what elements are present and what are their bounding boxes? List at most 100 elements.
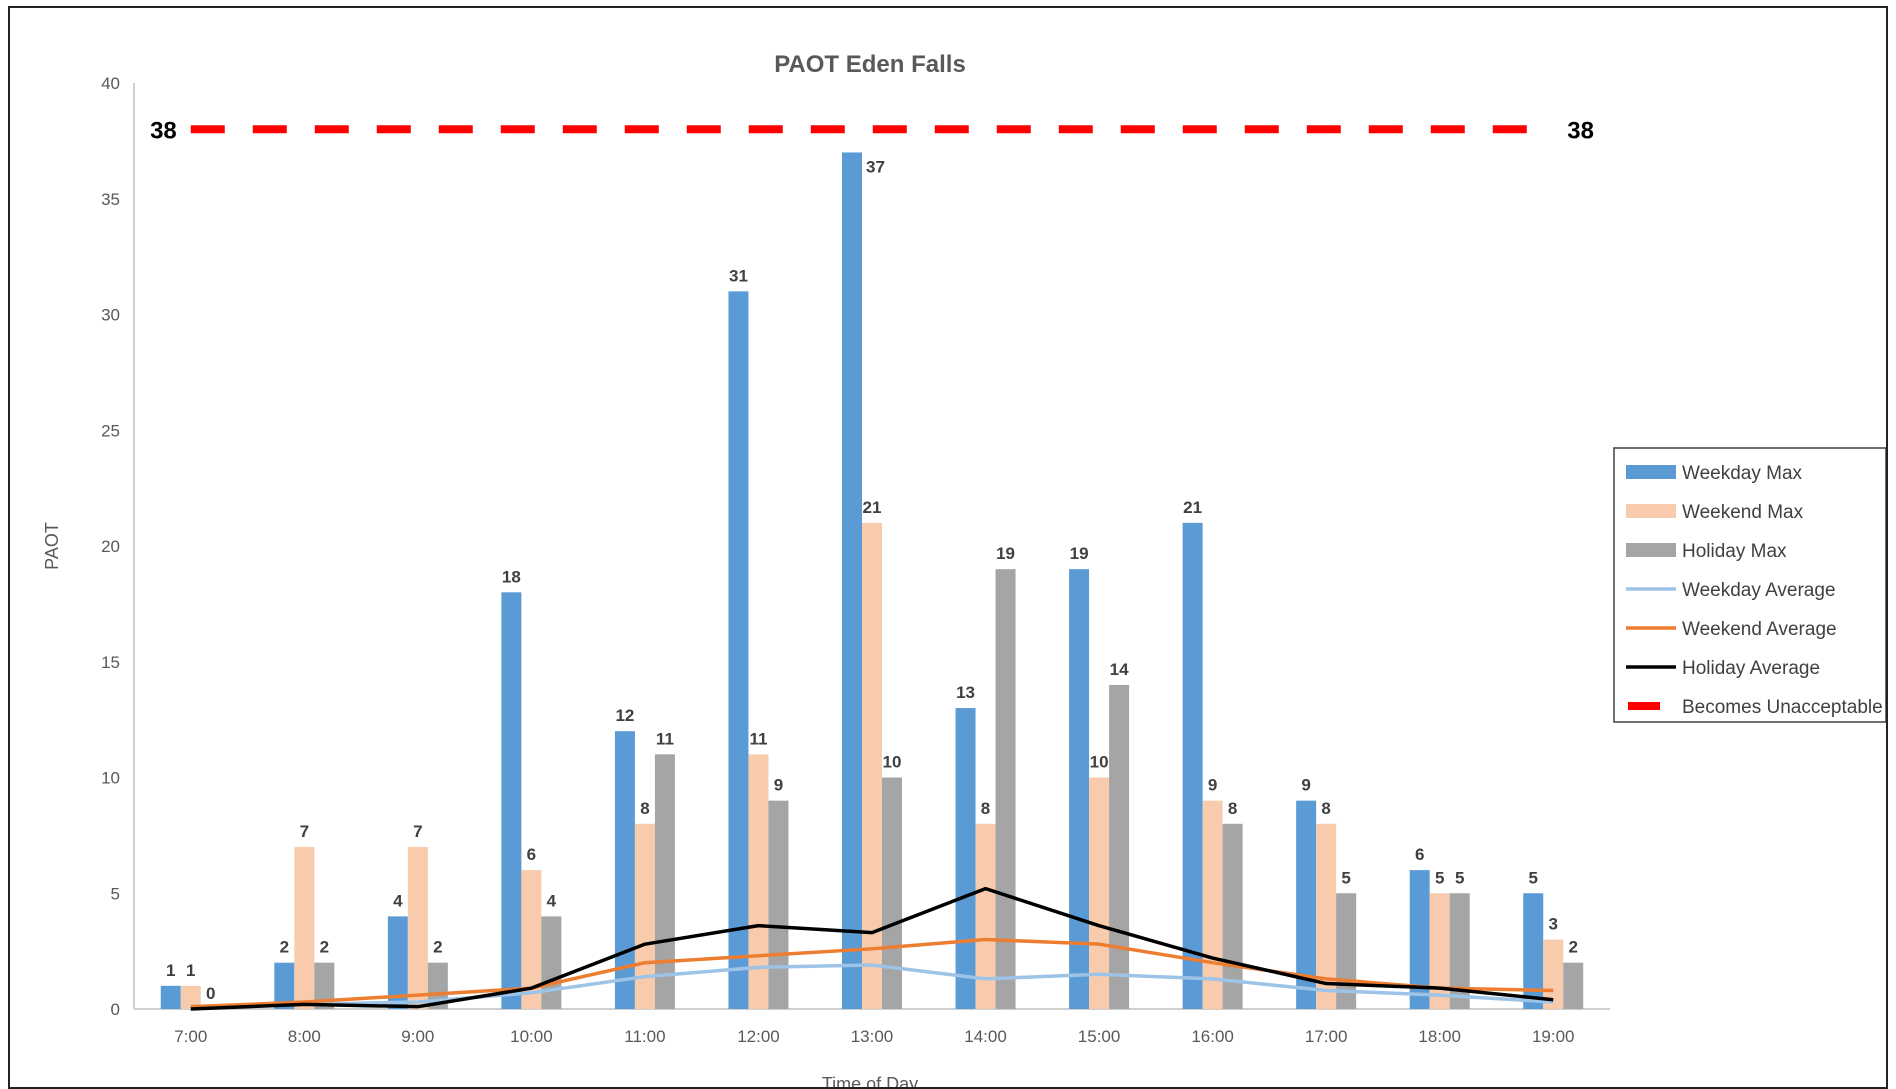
data-label: 19 [996,544,1015,563]
x-tick-label: 9:00 [401,1027,434,1046]
data-label: 11 [656,729,674,748]
data-label: 9 [774,776,783,795]
bar [501,592,522,1009]
legend-label: Weekend Average [1682,619,1837,640]
bar [1296,800,1317,1009]
data-label: 31 [729,266,748,285]
bar [975,823,996,1009]
bar [314,962,335,1009]
data-label: 2 [280,938,289,957]
bar [407,846,428,1009]
bar [842,152,862,1009]
legend-label: Holiday Average [1682,658,1820,679]
bar [427,962,448,1009]
legend: Weekday Max Weekend Max Holiday Max Weekday… [1613,447,1886,723]
series-line [190,963,1554,1009]
bar [1089,777,1110,1009]
y-tick-label: 30 [101,306,120,325]
data-label: 1 [186,961,195,980]
bar [1429,893,1450,1009]
bar [728,291,749,1010]
data-label: 13 [956,683,975,702]
data-label: 18 [502,567,521,586]
y-tick-label: 20 [101,537,120,556]
threshold-layer: 38 38 [150,117,1594,144]
data-label: 11 [749,729,767,748]
x-axis-title: Time of Day [822,1074,918,1087]
paot-chart: PAOT Eden Falls PAOT Time of Day 0510152… [42,51,1886,1087]
data-label: 2 [320,938,329,957]
data-label: 7 [300,822,309,841]
legend-swatch [1626,504,1676,518]
legend-swatch [1626,465,1676,479]
bar [274,962,295,1009]
bar [1316,823,1337,1009]
data-label: 12 [615,706,634,725]
data-label: 14 [1110,660,1129,679]
threshold-label-right: 38 [1567,117,1594,144]
bar [1563,962,1584,1009]
data-label: 9 [1208,776,1217,795]
data-label: 0 [206,984,215,1003]
data-label: 5 [1341,868,1350,887]
bar [160,985,181,1009]
bar [541,916,562,1009]
data-label: 19 [1070,544,1089,563]
x-tick-label: 15:00 [1078,1027,1121,1046]
bar [768,800,789,1009]
data-label: 2 [433,938,442,957]
data-label: 3 [1548,915,1557,934]
bar [882,777,902,1009]
data-label: 1 [166,961,175,980]
legend-label: Weekend Max [1682,502,1804,523]
data-label: 21 [1183,498,1202,517]
bar [654,754,675,1009]
data-label: 8 [1228,799,1237,818]
series-line [190,937,1554,1009]
data-label: 8 [981,799,990,818]
x-tick-label: 16:00 [1191,1027,1234,1046]
bar [294,846,315,1009]
bar [387,916,408,1009]
legend-swatch [1626,543,1676,557]
x-tick-label: 11:00 [624,1027,665,1046]
data-label: 8 [640,799,649,818]
bar [748,754,769,1009]
data-label: 37 [866,157,885,176]
data-label: 5 [1455,868,1464,887]
data-label: 4 [547,891,557,910]
x-tick-label: 19:00 [1532,1027,1575,1046]
y-tick-label: 35 [101,190,120,209]
bar [1449,893,1470,1009]
data-label: 5 [1528,868,1537,887]
threshold-label-left: 38 [150,117,177,144]
data-label: 5 [1435,868,1444,887]
data-label: 9 [1301,776,1310,795]
chart-frame: PAOT Eden Falls PAOT Time of Day 0 5 10 15 2… [8,6,1888,1089]
y-tick-label: 15 [101,653,120,672]
bar [180,985,201,1009]
data-label: 6 [1415,845,1424,864]
data-label: 21 [863,498,882,517]
y-axis-title: PAOT [42,522,62,570]
bar [1182,522,1203,1009]
chart-title: PAOT Eden Falls [774,51,966,78]
data-label: 8 [1321,799,1330,818]
x-tick-label: 8:00 [288,1027,321,1046]
x-tick-label: 10:00 [510,1027,553,1046]
data-label: 7 [413,822,422,841]
data-label: 10 [883,753,902,772]
data-label: 6 [527,845,536,864]
bar [1523,893,1544,1009]
y-tick-label: 0 [111,1000,120,1019]
y-tick-label: 10 [101,769,120,788]
legend-box [1613,447,1886,723]
legend-label: Weekday Max [1682,463,1803,484]
data-label: 4 [393,891,403,910]
y-tick-label: 5 [111,884,120,903]
bar [995,569,1016,1009]
y-tick-label: 25 [101,421,120,440]
legend-label: Weekday Average [1682,580,1836,601]
